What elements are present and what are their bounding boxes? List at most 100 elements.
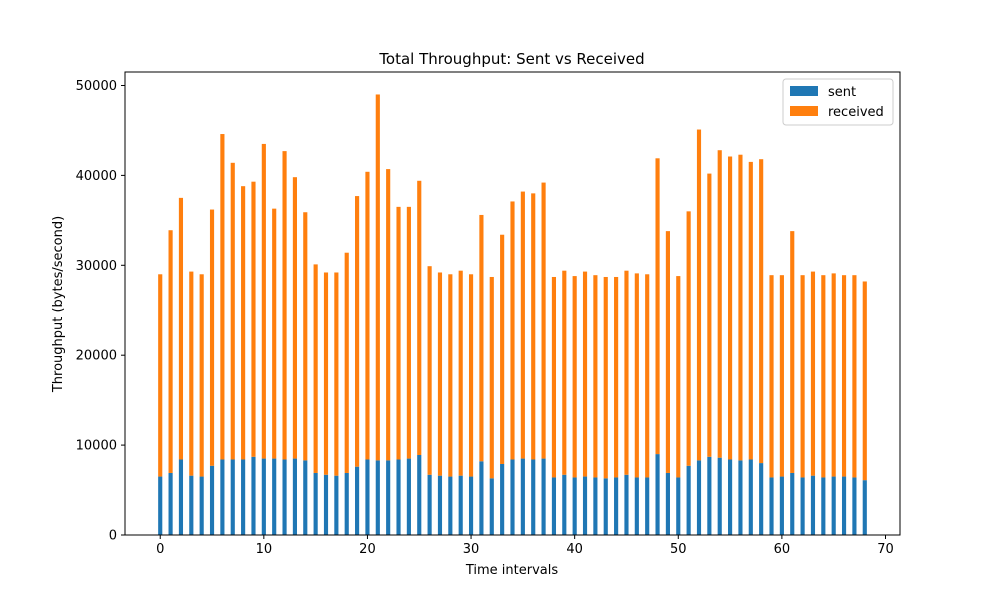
bar-sent [189,475,194,535]
x-tick-label: 70 [877,542,894,557]
bar-sent [841,476,847,535]
bar-received [199,274,204,477]
bar-sent [365,459,370,535]
bar-sent [437,475,443,535]
bar-sent [251,456,256,535]
x-tick-label: 30 [463,542,480,557]
legend-label-sent: sent [828,85,856,100]
legend-swatch-sent [790,86,818,96]
bar-sent [759,463,764,535]
bar-received [468,274,474,477]
bar-received [738,154,743,461]
bar-sent [479,461,484,535]
bar-sent [406,458,411,535]
bar-sent [168,472,173,535]
bar-sent [261,458,266,535]
bar-sent [344,472,349,535]
bar-sent [241,459,246,535]
bar-received [696,129,702,461]
bar-received [686,211,691,466]
bar-received [489,276,494,479]
bar-received [220,134,225,460]
bar-received [769,275,774,478]
chart-title: Total Throughput: Sent vs Received [378,50,644,68]
bar-received [593,275,598,478]
bar-sent [396,459,401,535]
bar-sent [417,454,422,535]
bar-sent [717,457,722,535]
bar-sent [427,474,432,535]
bar-sent [572,477,577,535]
bar-received [448,274,453,477]
bar-sent [489,478,494,535]
bar-sent [748,459,753,535]
y-tick-label: 20000 [76,349,117,364]
bar-received [821,275,826,478]
bar-sent [634,477,639,535]
bar-received [665,231,670,473]
bar-received [158,274,163,477]
x-tick-label: 60 [774,542,791,557]
bar-received [417,180,422,455]
bar-sent [282,459,287,535]
bar-received [230,162,235,460]
bar-sent [738,460,743,535]
bar-sent [292,458,297,535]
bar-sent [821,477,826,535]
bar-received [634,273,639,478]
x-tick-label: 40 [566,542,583,557]
bar-sent [355,466,360,535]
bar-received [386,169,391,461]
bar-sent [209,465,215,535]
bar-received [831,273,836,477]
bar-received [531,193,536,460]
bar-received [603,276,608,479]
bar-received [510,201,515,460]
bar-received [355,196,360,467]
bar-sent [769,477,774,535]
x-tick-label: 10 [256,542,273,557]
bar-received [748,161,753,460]
bar-sent [510,459,515,535]
bar-sent [303,460,308,535]
legend-swatch-received [790,106,818,116]
bar-received [500,234,505,464]
plot-area-frame [124,71,901,536]
bar-received [862,281,867,481]
bar-sent [448,476,453,535]
bar-received [458,270,463,476]
bar-sent [862,480,867,535]
x-tick-label: 50 [670,542,687,557]
bar-received [717,150,722,458]
bar-sent [199,476,204,535]
bar-received [645,274,650,478]
bar-sent [178,459,184,535]
y-tick-label: 40000 [76,169,117,184]
bar-received [520,191,525,459]
y-tick-label: 50000 [76,79,117,94]
y-axis: 0 10000 20000 30000 40000 50000 [76,79,125,544]
bar-received [582,271,588,477]
bar-sent [323,474,329,535]
bar-sent [603,478,608,535]
bar-received [344,252,349,473]
bar-sent [676,477,681,535]
bar-sent [645,477,650,535]
bar-received [427,266,432,475]
bar-sent [375,460,380,535]
bar-received [655,158,660,455]
bar-received [189,271,194,476]
bar-sent [468,476,474,535]
bar-received [479,214,484,462]
bar-sent [696,460,702,535]
legend-label-received: received [828,105,884,120]
bar-received [292,177,297,459]
bar-received [572,276,577,478]
bar-received [334,272,339,476]
bar-sent [272,458,277,535]
bar-sent [458,475,463,535]
bar-sent [551,477,557,535]
bar-received [178,197,184,460]
bar-sent [852,477,857,535]
